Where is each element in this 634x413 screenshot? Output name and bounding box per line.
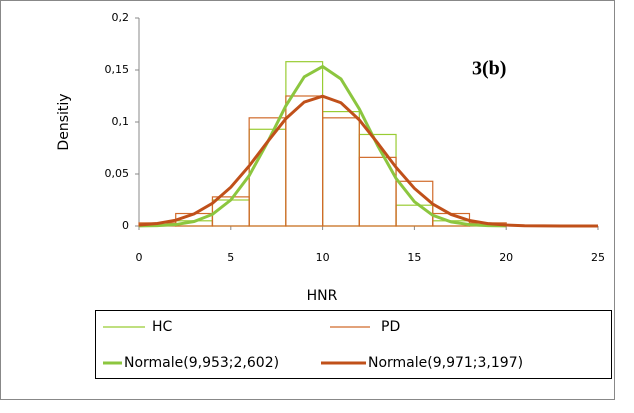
- y-tick-label: 0,05: [105, 167, 130, 180]
- y-tick-label: 0,1: [112, 115, 130, 128]
- x-tick-label: 0: [136, 251, 143, 264]
- legend-label: Normale(9,953;2,602): [124, 355, 279, 371]
- legend-box: [95, 310, 612, 379]
- legend-label: Normale(9,971;3,197): [368, 355, 523, 371]
- x-tick-label: 25: [591, 251, 605, 264]
- normal-curve: [138, 64, 507, 228]
- annotation: 3(b): [472, 58, 506, 80]
- normal-curve: [138, 94, 598, 228]
- x-tick-label: 20: [499, 251, 513, 264]
- x-tick-label: 10: [316, 251, 330, 264]
- x-tick-label: 5: [227, 251, 234, 264]
- y-tick-label: 0,2: [112, 11, 130, 24]
- legend-label: HC: [152, 319, 173, 335]
- x-tick-label: 15: [407, 251, 421, 264]
- x-axis-label: HNR: [307, 288, 338, 304]
- legend-label: PD: [381, 319, 400, 335]
- y-tick-label: 0,15: [105, 63, 130, 76]
- y-tick-label: 0: [122, 219, 129, 232]
- y-axis-label: Densitiy: [56, 93, 72, 150]
